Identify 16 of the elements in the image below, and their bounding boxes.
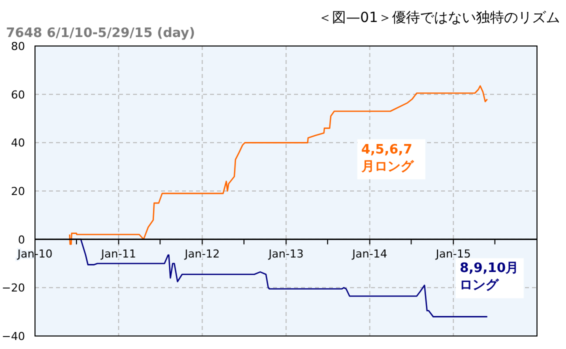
y-tick-label: −20 [2,282,25,295]
x-tick-label: Jan-12 [184,247,220,260]
x-tick-label: Jan-13 [268,247,304,260]
chart-title: ＜図—01＞優待ではない独特のリズム [318,10,560,26]
x-tick-label: Jan-15 [434,247,471,260]
y-tick-label: 60 [11,88,25,102]
x-tick-label: Jan-14 [351,247,388,260]
y-tick-label: 0 [18,233,25,246]
y-tick-label: 80 [11,40,25,53]
text: 4,5,6,7月ロング [360,142,414,174]
y-tick-label: −40 [2,330,25,343]
y-tick-label: 20 [11,185,25,198]
chart-subtitle: 7648 6/1/10-5/29/15 (day) [6,26,196,41]
series-label: 8,9,10月ロング [460,261,519,294]
y-tick-label: 40 [11,136,25,150]
x-tick-label: Jan-11 [100,247,136,260]
